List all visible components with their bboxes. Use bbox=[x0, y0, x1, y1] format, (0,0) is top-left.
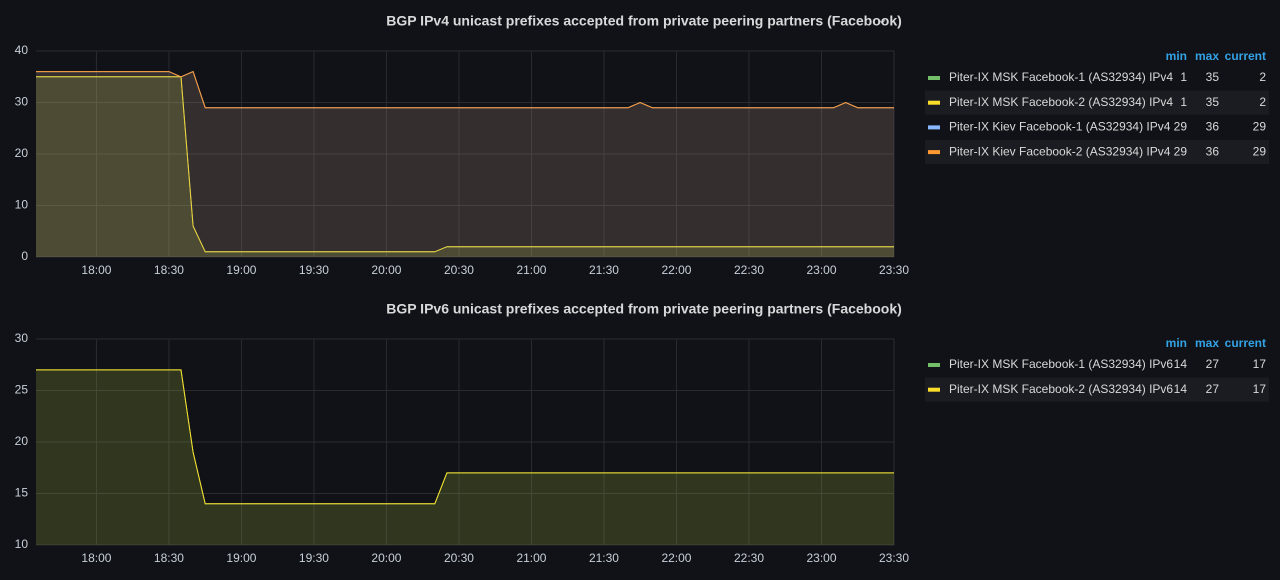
x-tick-label: 20:00 bbox=[371, 263, 401, 277]
legend-label[interactable]: Piter-IX MSK Facebook-1 (AS32934) IPv6 bbox=[949, 357, 1173, 371]
x-tick-label: 19:30 bbox=[299, 263, 329, 277]
legend-row-bg bbox=[925, 140, 1269, 165]
legend-stat: 27 bbox=[1206, 382, 1220, 396]
x-tick-label: 18:30 bbox=[154, 263, 184, 277]
x-tick-label: 20:30 bbox=[444, 551, 474, 565]
legend-stat: 17 bbox=[1253, 382, 1267, 396]
y-tick-label: 0 bbox=[21, 249, 28, 263]
x-tick-label: 19:00 bbox=[226, 263, 256, 277]
y-tick-label: 10 bbox=[15, 198, 29, 212]
y-tick-label: 10 bbox=[15, 537, 29, 551]
legend-stat: 1 bbox=[1180, 70, 1187, 84]
legend-row-bg bbox=[925, 377, 1269, 402]
x-tick-label: 21:30 bbox=[589, 551, 619, 565]
series-area bbox=[36, 76, 894, 257]
x-tick-label: 23:30 bbox=[879, 263, 909, 277]
x-tick-label: 20:00 bbox=[371, 551, 401, 565]
x-tick-label: 19:30 bbox=[299, 551, 329, 565]
y-tick-label: 30 bbox=[15, 95, 29, 109]
series-area bbox=[36, 76, 894, 257]
legend-stat: 17 bbox=[1253, 357, 1267, 371]
y-tick-label: 40 bbox=[15, 43, 29, 57]
legend-stat: 29 bbox=[1253, 120, 1267, 134]
y-tick-label: 30 bbox=[15, 331, 29, 345]
y-tick-label: 20 bbox=[15, 146, 29, 160]
legend-header: current bbox=[1225, 49, 1266, 63]
panel-menu-chevron[interactable] bbox=[878, 19, 886, 24]
series-area bbox=[36, 369, 894, 545]
y-tick-label: 15 bbox=[15, 486, 29, 500]
x-tick-label: 18:00 bbox=[81, 551, 111, 565]
x-tick-label: 18:00 bbox=[81, 263, 111, 277]
chart-title: BGP IPv4 unicast prefixes accepted from … bbox=[386, 13, 902, 29]
legend-label[interactable]: Piter-IX Kiev Facebook-2 (AS32934) IPv4 bbox=[949, 144, 1171, 158]
legend-stat: 27 bbox=[1206, 357, 1220, 371]
legend-header: max bbox=[1195, 49, 1219, 63]
series-area bbox=[36, 369, 894, 545]
chart-title: BGP IPv6 unicast prefixes accepted from … bbox=[386, 301, 902, 317]
legend-stat: 36 bbox=[1206, 144, 1220, 158]
y-tick-label: 20 bbox=[15, 434, 29, 448]
x-tick-label: 21:30 bbox=[589, 263, 619, 277]
legend-stat: 29 bbox=[1174, 144, 1188, 158]
legend-stat: 35 bbox=[1206, 95, 1220, 109]
legend-label[interactable]: Piter-IX MSK Facebook-2 (AS32934) IPv4 bbox=[949, 95, 1173, 109]
legend-stat: 2 bbox=[1259, 70, 1266, 84]
x-tick-label: 22:30 bbox=[734, 263, 764, 277]
legend-row-bg bbox=[925, 90, 1269, 115]
legend-label[interactable]: Piter-IX MSK Facebook-1 (AS32934) IPv4 bbox=[949, 70, 1173, 84]
y-tick-label: 25 bbox=[15, 383, 29, 397]
legend-label[interactable]: Piter-IX MSK Facebook-2 (AS32934) IPv6 bbox=[949, 382, 1173, 396]
legend-header: min bbox=[1166, 49, 1187, 63]
legend-header: current bbox=[1225, 336, 1266, 350]
x-tick-label: 23:00 bbox=[806, 263, 836, 277]
legend-stat: 36 bbox=[1206, 120, 1220, 134]
legend-header: max bbox=[1195, 336, 1219, 350]
x-tick-label: 23:30 bbox=[879, 551, 909, 565]
legend-stat: 29 bbox=[1253, 144, 1267, 158]
legend-header: min bbox=[1166, 336, 1187, 350]
series-area bbox=[36, 71, 894, 257]
x-tick-label: 23:00 bbox=[806, 551, 836, 565]
series-line bbox=[36, 369, 894, 505]
series-area bbox=[36, 71, 894, 257]
series-line bbox=[36, 76, 894, 253]
x-tick-label: 22:30 bbox=[734, 551, 764, 565]
legend-stat: 29 bbox=[1174, 120, 1188, 134]
legend-stat: 1 bbox=[1180, 95, 1187, 109]
legend-stat: 2 bbox=[1259, 95, 1266, 109]
x-tick-label: 22:00 bbox=[661, 263, 691, 277]
x-tick-label: 19:00 bbox=[226, 551, 256, 565]
x-tick-label: 20:30 bbox=[444, 263, 474, 277]
legend-stat: 14 bbox=[1174, 382, 1188, 396]
legend-stat: 14 bbox=[1174, 357, 1188, 371]
series-line bbox=[36, 70, 894, 109]
legend-label[interactable]: Piter-IX Kiev Facebook-1 (AS32934) IPv4 bbox=[949, 120, 1171, 134]
x-tick-label: 18:30 bbox=[154, 551, 184, 565]
x-tick-label: 21:00 bbox=[516, 263, 546, 277]
x-tick-label: 21:00 bbox=[516, 551, 546, 565]
legend-stat: 35 bbox=[1206, 70, 1220, 84]
x-tick-label: 22:00 bbox=[661, 551, 691, 565]
